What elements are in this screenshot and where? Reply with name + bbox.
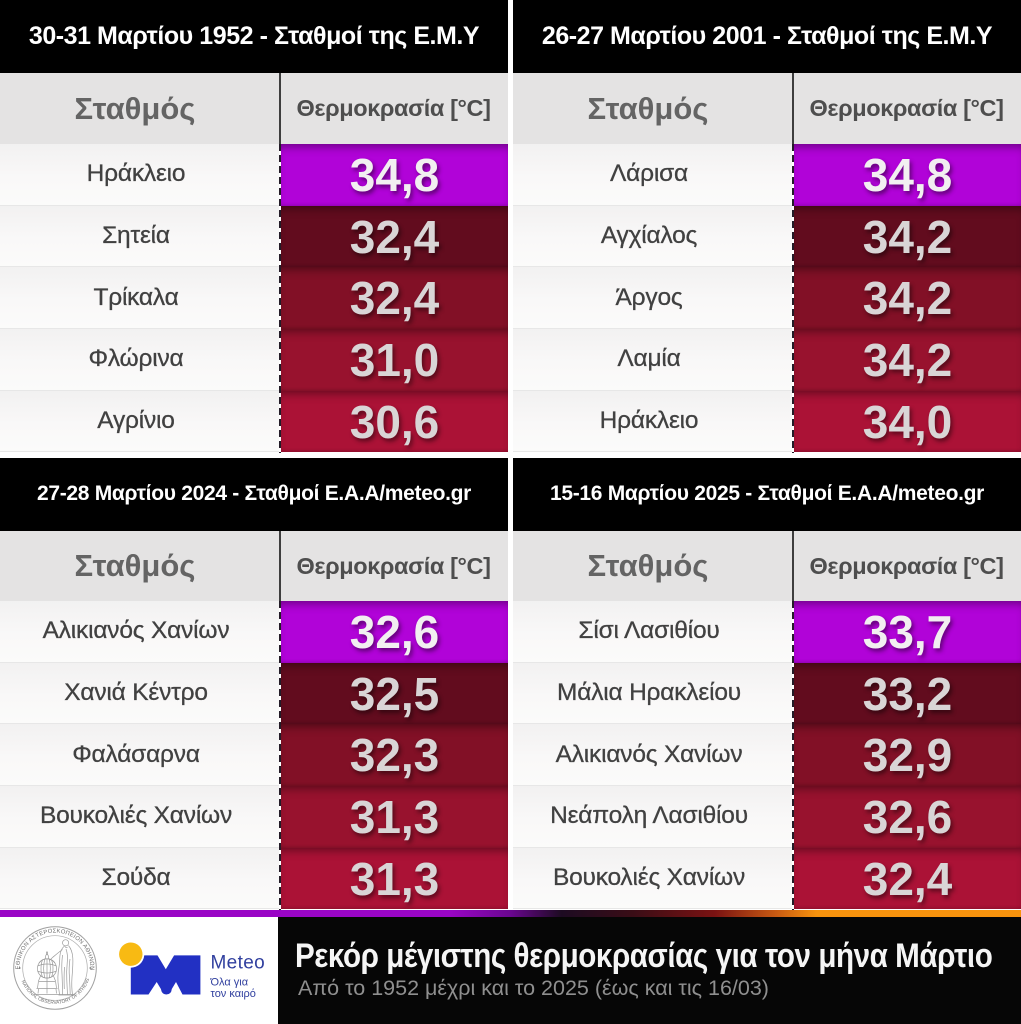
svg-text:Meteo: Meteo bbox=[211, 952, 266, 973]
svg-text:Όλα για: Όλα για bbox=[210, 977, 249, 989]
svg-text:τον καιρό: τον καιρό bbox=[211, 988, 256, 1000]
